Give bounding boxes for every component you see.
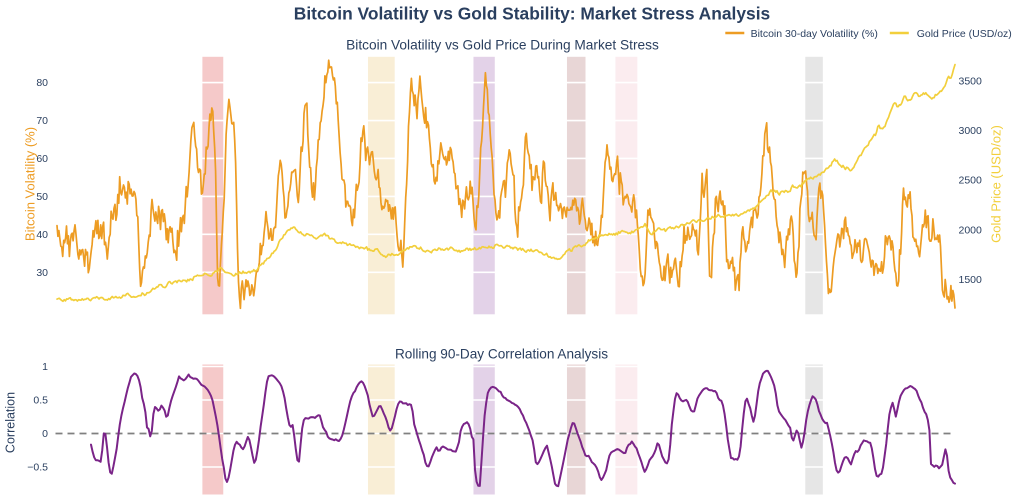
stress-band-1-subplot-2 bbox=[202, 364, 224, 495]
ytick-correlation-−0.5: −0.5 bbox=[27, 462, 48, 474]
series-line-bitcoin-30-day-volatility bbox=[56, 59, 956, 310]
yaxis-title-correlation: Correlation bbox=[4, 392, 18, 453]
stress-band-5-subplot-2 bbox=[615, 364, 638, 495]
subplot2-title: Rolling 90-Day Correlation Analysis bbox=[395, 347, 608, 362]
ytick-gold-2500: 2500 bbox=[959, 175, 983, 187]
series-line-rolling-90-day-correlation bbox=[90, 369, 956, 488]
ytick-gold-1500: 1500 bbox=[959, 274, 983, 286]
ytick-volatility-30: 30 bbox=[36, 267, 48, 279]
ytick-gold-2000: 2000 bbox=[959, 224, 983, 236]
tick-labels-layer: 30 40 50 60 70 80 1500 2000 2500 3000 3500 −0.5 0 0.5… bbox=[27, 76, 982, 474]
subplot1-title: Bitcoin Volatility vs Gold Price During … bbox=[346, 38, 659, 53]
ytick-gold-3500: 3500 bbox=[959, 76, 983, 88]
legend-item-gold-price[interactable]: Gold Price (USD/oz) bbox=[889, 28, 1012, 40]
ytick-correlation-0.5: 0.5 bbox=[33, 395, 48, 407]
yaxis-title-bitcoin-volatility: Bitcoin Volatility (%) bbox=[23, 127, 38, 241]
ytick-volatility-70: 70 bbox=[36, 115, 48, 127]
ytick-correlation-0: 0 bbox=[42, 428, 48, 440]
ytick-volatility-80: 80 bbox=[36, 77, 48, 89]
ytick-volatility-40: 40 bbox=[36, 229, 48, 241]
legend-item-bitcoin-volatility[interactable]: Bitcoin 30-day Volatility (%) bbox=[725, 28, 878, 40]
stress-band-4-subplot-1 bbox=[566, 56, 586, 315]
ytick-correlation-1: 1 bbox=[42, 361, 48, 373]
main-title: Bitcoin Volatility vs Gold Stability: Ma… bbox=[294, 4, 770, 24]
ytick-volatility-50: 50 bbox=[36, 191, 48, 203]
ytick-volatility-60: 60 bbox=[36, 153, 48, 165]
stress-band-2-subplot-1 bbox=[367, 56, 395, 315]
legend: Bitcoin 30-day Volatility (%) Gold Price… bbox=[725, 28, 1012, 40]
series-layer bbox=[56, 59, 956, 488]
ytick-gold-3000: 3000 bbox=[959, 125, 983, 137]
stress-bands-layer bbox=[202, 56, 823, 495]
series-line-gold-price-usd-oz bbox=[56, 63, 956, 303]
legend-label-gold-price: Gold Price (USD/oz) bbox=[917, 28, 1012, 40]
yaxis-title-gold-price: Gold Price (USD/oz) bbox=[989, 125, 1004, 243]
stress-band-6-subplot-2 bbox=[805, 364, 823, 495]
legend-label-bitcoin-volatility: Bitcoin 30-day Volatility (%) bbox=[751, 28, 878, 40]
